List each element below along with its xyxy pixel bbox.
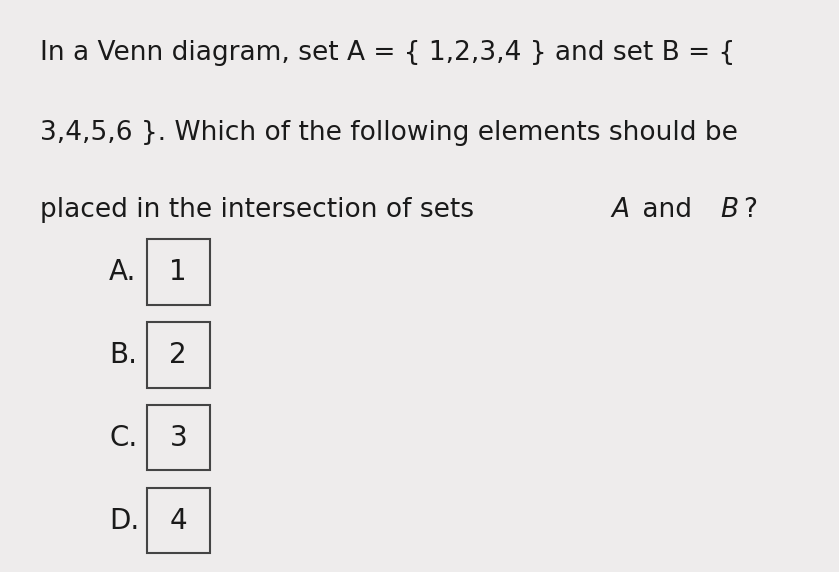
Text: and: and: [634, 197, 701, 223]
Text: 2: 2: [169, 341, 187, 368]
Text: D.: D.: [109, 507, 139, 534]
FancyBboxPatch shape: [147, 487, 210, 554]
Text: placed in the intersection of sets: placed in the intersection of sets: [40, 197, 482, 223]
Text: 4: 4: [169, 507, 187, 534]
Text: 1: 1: [169, 258, 187, 285]
FancyBboxPatch shape: [147, 321, 210, 388]
Text: In a Venn diagram, set A = { 1,2,3,4 } and set B = {: In a Venn diagram, set A = { 1,2,3,4 } a…: [40, 40, 736, 66]
Text: A.: A.: [109, 258, 137, 285]
Text: ?: ?: [743, 197, 758, 223]
FancyBboxPatch shape: [147, 405, 210, 470]
Text: A: A: [611, 197, 629, 223]
FancyBboxPatch shape: [147, 239, 210, 304]
Text: B: B: [720, 197, 738, 223]
Text: B.: B.: [109, 341, 137, 368]
Text: C.: C.: [109, 424, 138, 451]
Text: 3,4,5,6 }. Which of the following elements should be: 3,4,5,6 }. Which of the following elemen…: [40, 120, 738, 146]
Text: 3: 3: [169, 424, 187, 451]
